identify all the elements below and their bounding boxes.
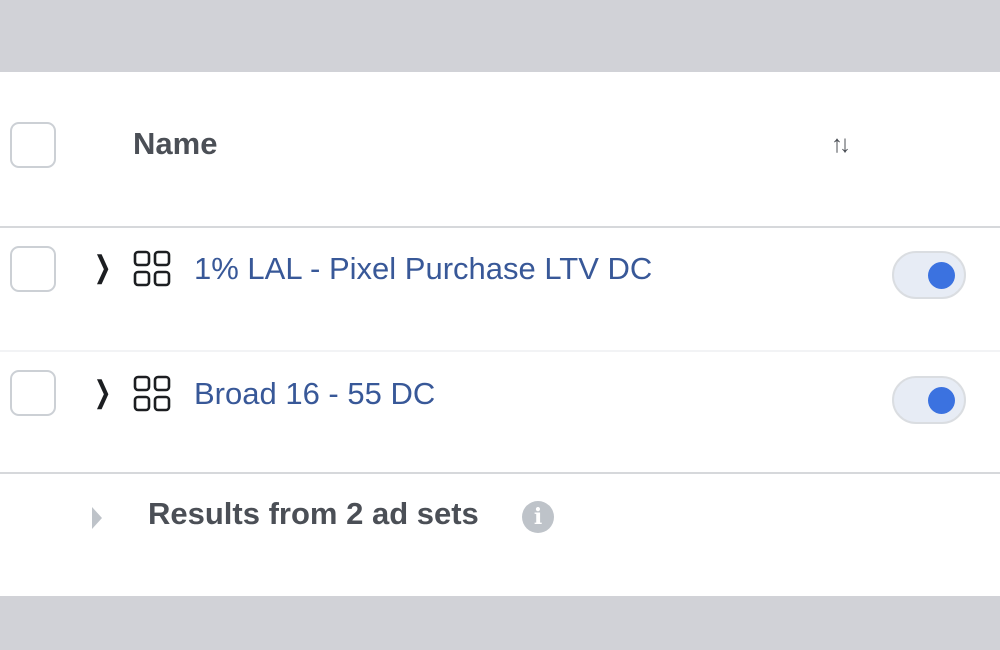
top-band [0,0,1000,72]
row-checkbox[interactable] [10,246,56,292]
sort-arrows-icon[interactable]: ↑↓ [831,131,851,158]
ad-set-icon [133,250,171,287]
chevron-right-icon[interactable]: ❯ [93,376,112,409]
select-all-checkbox[interactable] [10,122,56,168]
toggle-knob [928,387,955,414]
ad-set-icon [133,375,171,412]
status-toggle[interactable] [892,376,966,424]
footer-divider [0,472,1000,474]
ad-set-name-link[interactable]: 1% LAL - Pixel Purchase LTV DC [194,251,653,286]
header-divider [0,226,1000,228]
row-divider [0,350,1000,352]
name-column-header[interactable]: Name [133,126,218,161]
chevron-right-icon[interactable]: ❯ [93,251,112,284]
toggle-knob [928,262,955,289]
info-icon[interactable]: i [522,501,554,533]
results-summary: Results from 2 ad sets [148,496,479,531]
bottom-band [0,596,1000,650]
expand-triangle-icon[interactable] [92,507,102,529]
status-toggle[interactable] [892,251,966,299]
ad-set-name-link[interactable]: Broad 16 - 55 DC [194,376,436,411]
row-checkbox[interactable] [10,370,56,416]
